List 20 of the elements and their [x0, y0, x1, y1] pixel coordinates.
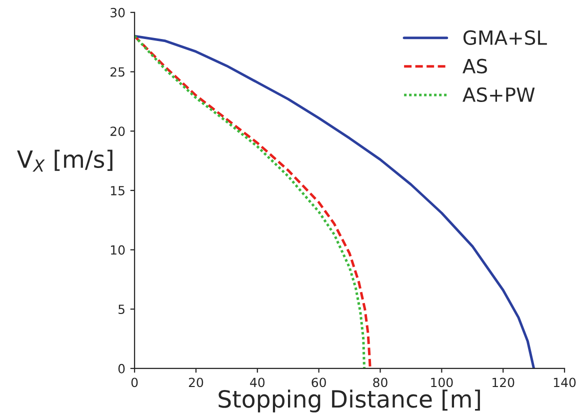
x-tick-label: 80 — [373, 378, 388, 388]
x-tick-label: 0 — [131, 378, 138, 388]
x-tick-label: 40 — [250, 378, 265, 388]
x-tick-label: 60 — [312, 378, 326, 388]
y-tick-label: 15 — [110, 186, 124, 196]
x-axis-title: Stopping Distance [m] — [218, 390, 480, 412]
x-tick-label: 120 — [492, 378, 514, 388]
y-tick-label: 20 — [110, 126, 125, 136]
y-tick-label: 0 — [118, 364, 125, 374]
y-tick-label: 10 — [110, 245, 125, 255]
y-tick-label: 25 — [110, 67, 124, 77]
y-tick-label: 30 — [110, 8, 125, 18]
x-tick-label: 20 — [188, 378, 204, 388]
y-tick-label: 5 — [118, 304, 124, 314]
legend-label: GMA+SL — [464, 30, 547, 45]
x-tick-label: 100 — [431, 378, 453, 388]
x-tick-label: 140 — [554, 378, 576, 388]
legend-label: AS+PW — [462, 87, 535, 102]
legend-label: AS — [462, 58, 487, 74]
y-axis-title: V$_{X}$ [m/s] — [17, 150, 112, 172]
